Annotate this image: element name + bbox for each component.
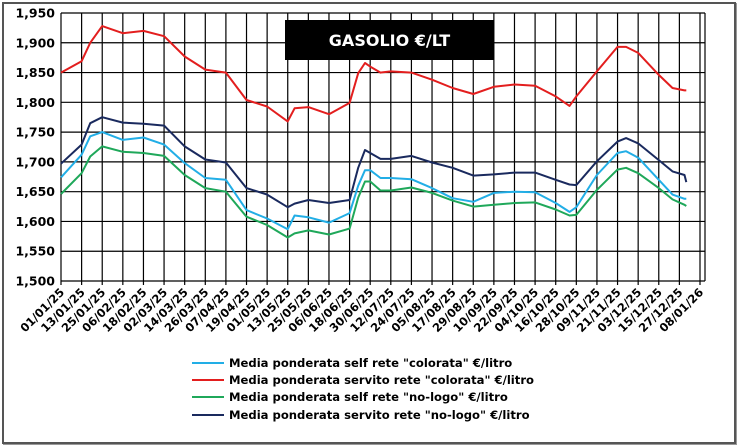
y-tick-label: 1,750: [15, 125, 55, 140]
legend-swatch: [192, 413, 224, 416]
legend-label: Media ponderata self rete "no-logo" €/li…: [229, 390, 508, 405]
x-axis-ticks: 01/01/2513/01/2525/01/2506/02/2518/02/25…: [17, 285, 706, 335]
y-tick-label: 1,650: [15, 184, 55, 199]
y-tick-label: 1,700: [15, 154, 55, 169]
legend: Media ponderata self rete "colorata" €/l…: [192, 354, 534, 423]
legend-label: Media ponderata servito rete "no-logo" €…: [229, 407, 530, 422]
legend-label: Media ponderata servito rete "colorata" …: [229, 372, 535, 387]
series-line-1: [60, 131, 687, 231]
legend-item: Media ponderata servito rete "colorata" …: [192, 371, 534, 388]
series-line-4: [60, 116, 688, 209]
legend-swatch: [192, 378, 224, 381]
legend-swatch: [192, 396, 224, 399]
legend-label: Media ponderata self rete "colorata" €/l…: [229, 355, 513, 370]
y-tick-label: 1,550: [15, 244, 55, 259]
legend-swatch: [192, 361, 224, 364]
series-line-2: [60, 25, 687, 123]
grid: [60, 12, 706, 285]
y-axis-ticks: 1,500 1,550 1,600 1,650 1,700 1,750 1,800 1,850…: [15, 6, 55, 289]
y-tick-label: 1,600: [15, 214, 55, 229]
series-lines: [60, 25, 688, 239]
y-tick-label: 1,900: [15, 35, 55, 50]
chart-title: GASOLIO €/LT: [285, 20, 494, 60]
y-tick-label: 1,800: [15, 95, 55, 110]
y-tick-label: 1,500: [15, 274, 55, 289]
legend-item: Media ponderata self rete "colorata" €/l…: [192, 354, 534, 371]
series-line-3: [60, 145, 687, 239]
y-tick-label: 1,850: [15, 65, 55, 80]
legend-item: Media ponderata self rete "no-logo" €/li…: [192, 389, 534, 406]
y-tick-label: 1,950: [15, 6, 55, 21]
legend-item: Media ponderata servito rete "no-logo" €…: [192, 406, 534, 423]
